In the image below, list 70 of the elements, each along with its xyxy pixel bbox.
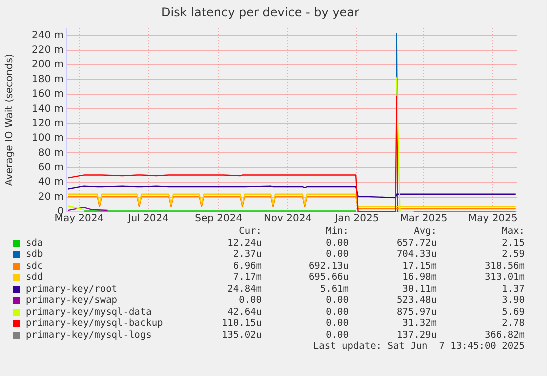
text: 875.97u (396, 306, 437, 318)
text: 16.98m (402, 272, 437, 283)
text: 523.48u (396, 295, 437, 306)
text: 313.01m (484, 272, 525, 283)
legend-label: primary-key/root (26, 284, 118, 294)
text: 30.11m (402, 284, 437, 294)
text: Last update: Sat Jun 7 13:45:00 2025 (313, 341, 525, 352)
legend-label: primary-key/mysql-backup (26, 318, 164, 329)
text: 5.69 (502, 306, 525, 318)
text: 110.15u (220, 318, 262, 329)
text: Avg: (414, 226, 437, 237)
text: Max: (502, 226, 525, 237)
text: 31.32m (402, 318, 437, 329)
text: 2.78 (502, 318, 525, 329)
text: 366.82m (484, 330, 525, 340)
text: Cur: (238, 226, 262, 237)
text: 0.00 (326, 306, 349, 318)
x-tick-label: Jan 2025 (334, 214, 380, 225)
text: 12.24u (226, 238, 262, 248)
text: 0.00 (326, 330, 349, 340)
text: 7.17m (232, 272, 262, 283)
text: 704.33u (396, 249, 437, 260)
y-tick-label: 100 m (32, 133, 64, 144)
y-tick-label: 240 m (32, 30, 64, 42)
y-tick-label: 80 m (38, 148, 64, 159)
y-tick-label: 60 m (38, 162, 64, 174)
y-axis-title: Average IO Wait (seconds) (4, 54, 16, 186)
text: 6.96m (232, 260, 262, 272)
text: 3.90 (502, 295, 525, 306)
text: 2.37u (232, 249, 262, 260)
text: 2.59 (502, 249, 525, 260)
text: 1.37 (502, 284, 525, 294)
x-tick-label: May 2025 (468, 214, 518, 225)
text: 0.00 (326, 238, 349, 248)
x-tick-label: Mar 2025 (400, 214, 448, 225)
y-tick-label: 160 m (32, 89, 64, 100)
text: 5.61m (320, 284, 349, 294)
text: 692.13u (308, 260, 349, 272)
text: 0.00 (238, 295, 262, 306)
text: 17.15m (402, 260, 437, 272)
y-tick-label: 120 m (32, 118, 64, 130)
legend-label: primary-key/swap (26, 295, 118, 306)
text: 2.15 (502, 238, 525, 248)
x-tick-label: Nov 2024 (264, 214, 312, 225)
text: 0.00 (326, 318, 349, 329)
text: 24.84m (226, 284, 262, 294)
y-tick-label: 180 m (32, 74, 64, 86)
y-tick-label: 200 m (32, 60, 64, 71)
text: 0.00 (326, 295, 349, 306)
legend-label: sdc (26, 260, 44, 272)
legend-label: sdd (26, 272, 44, 283)
y-tick-label: 20 m (38, 192, 64, 203)
y-tick-label: 140 m (32, 104, 64, 115)
text: 42.64u (226, 306, 262, 318)
text: 0.00 (326, 249, 349, 260)
y-tick-label: 220 m (32, 45, 64, 56)
legend-label: primary-key/mysql-logs (26, 330, 152, 340)
text: 695.66u (308, 272, 349, 283)
x-tick-label: Sep 2024 (195, 214, 243, 225)
text: 137.29u (396, 330, 437, 340)
text: Min: (326, 226, 349, 237)
text: 135.02u (220, 330, 262, 340)
legend-label: primary-key/mysql-data (26, 306, 152, 318)
legend-label: sda (26, 238, 44, 248)
legend-label: sdb (26, 249, 44, 260)
text: 318.56m (484, 260, 525, 272)
x-tick-label: Jul 2024 (127, 214, 169, 225)
chart-title: Disk latency per device - by year (162, 5, 360, 20)
y-tick-label: 40 m (38, 177, 64, 188)
text: 657.72u (396, 238, 437, 248)
